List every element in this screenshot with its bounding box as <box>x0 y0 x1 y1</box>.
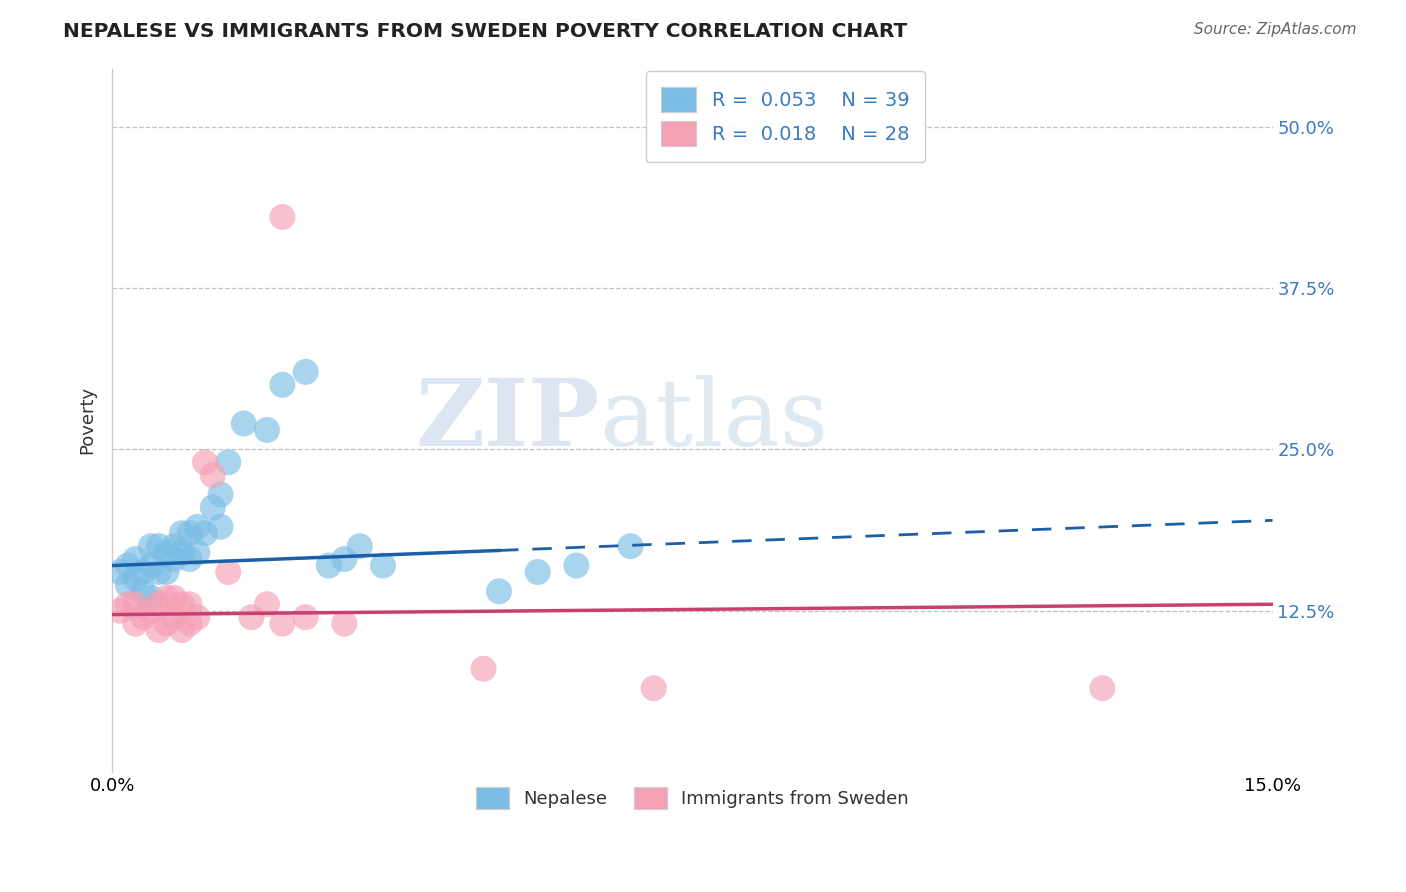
Point <box>472 662 495 676</box>
Point <box>201 500 224 515</box>
Point <box>217 455 239 469</box>
Point <box>240 610 263 624</box>
Point <box>271 210 294 224</box>
Point <box>117 597 139 611</box>
Point <box>271 616 294 631</box>
Point <box>643 681 665 695</box>
Text: Source: ZipAtlas.com: Source: ZipAtlas.com <box>1194 22 1357 37</box>
Point <box>148 597 170 611</box>
Point <box>371 558 394 573</box>
Point <box>163 610 186 624</box>
Text: ZIP: ZIP <box>415 376 599 466</box>
Point <box>294 365 316 379</box>
Point <box>155 565 177 579</box>
Point <box>194 526 217 541</box>
Point <box>217 565 239 579</box>
Point <box>488 584 510 599</box>
Point <box>349 539 371 553</box>
Point <box>117 578 139 592</box>
Point <box>124 597 146 611</box>
Point <box>124 552 146 566</box>
Text: atlas: atlas <box>599 376 828 466</box>
Point <box>201 468 224 483</box>
Point <box>256 597 278 611</box>
Point <box>139 591 162 605</box>
Legend: Nepalese, Immigrants from Sweden: Nepalese, Immigrants from Sweden <box>468 780 915 816</box>
Point <box>1091 681 1114 695</box>
Point <box>256 423 278 437</box>
Point <box>108 565 131 579</box>
Point <box>117 558 139 573</box>
Point <box>209 487 232 501</box>
Point <box>132 565 155 579</box>
Point <box>163 591 186 605</box>
Point <box>526 565 548 579</box>
Point <box>271 377 294 392</box>
Point <box>148 565 170 579</box>
Point <box>132 584 155 599</box>
Point <box>186 610 208 624</box>
Point <box>186 520 208 534</box>
Point <box>155 546 177 560</box>
Point <box>333 616 356 631</box>
Point <box>209 520 232 534</box>
Point <box>333 552 356 566</box>
Point <box>619 539 641 553</box>
Point <box>124 616 146 631</box>
Text: NEPALESE VS IMMIGRANTS FROM SWEDEN POVERTY CORRELATION CHART: NEPALESE VS IMMIGRANTS FROM SWEDEN POVER… <box>63 22 907 41</box>
Point <box>179 526 201 541</box>
Point <box>565 558 588 573</box>
Point <box>170 597 193 611</box>
Point <box>163 539 186 553</box>
Point <box>148 623 170 637</box>
Point <box>155 616 177 631</box>
Point <box>170 546 193 560</box>
Point <box>294 610 316 624</box>
Point <box>179 597 201 611</box>
Point <box>132 610 155 624</box>
Point <box>163 552 186 566</box>
Point <box>170 623 193 637</box>
Point <box>139 539 162 553</box>
Point <box>155 591 177 605</box>
Point <box>179 552 201 566</box>
Point <box>318 558 340 573</box>
Point <box>194 455 217 469</box>
Y-axis label: Poverty: Poverty <box>79 386 96 454</box>
Point <box>186 546 208 560</box>
Point <box>108 604 131 618</box>
Point <box>124 571 146 585</box>
Point <box>139 604 162 618</box>
Point <box>170 526 193 541</box>
Point <box>232 417 254 431</box>
Point <box>148 539 170 553</box>
Point <box>139 558 162 573</box>
Point <box>179 616 201 631</box>
